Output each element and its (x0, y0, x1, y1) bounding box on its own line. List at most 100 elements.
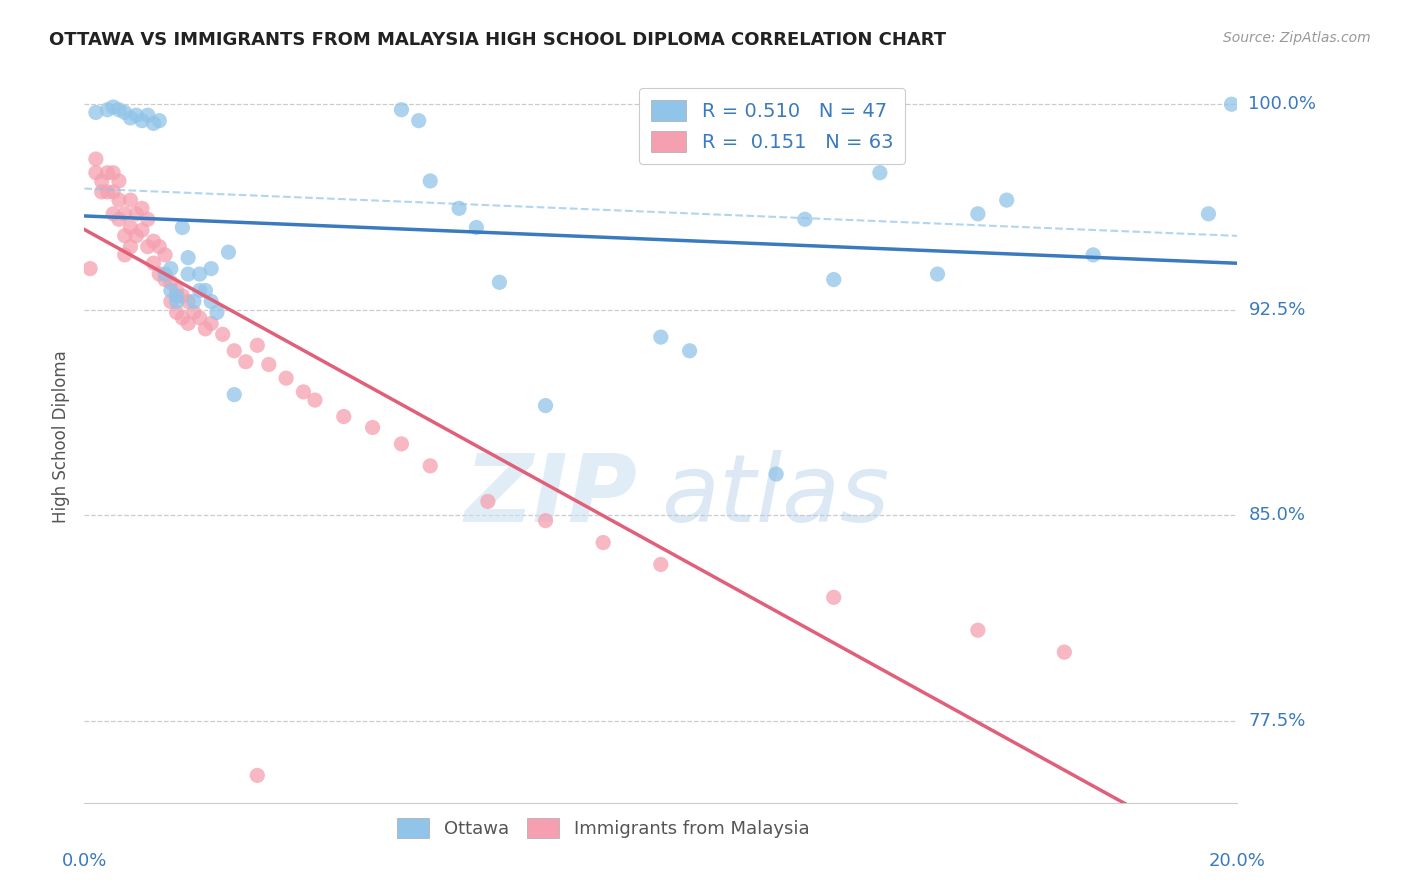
Text: ZIP: ZIP (465, 450, 638, 541)
Point (488, 275, 510, 289)
Point (103, 207, 124, 221)
Point (224, 387, 246, 401)
Point (177, 267, 200, 281)
Point (166, 284, 188, 298)
Point (84, 105, 107, 120)
Point (592, 535, 614, 549)
Point (108, 212, 131, 227)
Point (419, 458, 441, 473)
Point (218, 245, 240, 260)
Point (765, 467, 787, 481)
Text: Source: ZipAtlas.com: Source: ZipAtlas.com (1223, 31, 1371, 45)
Point (114, 207, 136, 221)
Point (131, 202, 153, 216)
Point (148, 240, 170, 254)
Point (125, 207, 148, 221)
Point (172, 220, 194, 235)
Point (534, 399, 557, 413)
Point (166, 289, 188, 303)
Point (166, 305, 188, 319)
Point (534, 514, 557, 528)
Point (153, 272, 176, 286)
Text: 85.0%: 85.0% (1249, 506, 1305, 524)
Point (650, 330, 672, 344)
Point (136, 108, 159, 122)
Legend: Ottawa, Immigrants from Malaysia: Ottawa, Immigrants from Malaysia (389, 811, 817, 845)
Point (276, 371, 298, 385)
Point (794, 212, 817, 227)
Point (967, 624, 990, 638)
Point (869, 166, 891, 180)
Point (108, 174, 131, 188)
Point (131, 113, 153, 128)
Point (136, 212, 159, 227)
Point (292, 384, 315, 399)
Text: 0.0%: 0.0% (62, 852, 107, 870)
Point (160, 284, 183, 298)
Point (449, 202, 471, 216)
Point (166, 294, 188, 309)
Point (125, 108, 148, 122)
Point (200, 317, 222, 331)
Point (823, 272, 845, 286)
Point (200, 261, 222, 276)
Point (142, 234, 165, 248)
Point (967, 207, 990, 221)
Point (114, 228, 136, 243)
Point (84, 166, 107, 180)
Point (235, 355, 257, 369)
Point (96, 185, 118, 199)
Point (224, 343, 246, 358)
Point (679, 343, 702, 358)
Point (1053, 645, 1076, 659)
Point (172, 310, 194, 325)
Point (304, 393, 326, 408)
Point (103, 100, 124, 114)
Point (136, 240, 159, 254)
Point (246, 338, 269, 352)
Point (84, 152, 107, 166)
Point (188, 310, 211, 325)
Point (148, 267, 170, 281)
Point (131, 223, 153, 237)
Point (90, 185, 112, 199)
Point (927, 267, 949, 281)
Point (183, 305, 205, 319)
Point (361, 420, 384, 434)
Point (188, 267, 211, 281)
Point (1083, 248, 1105, 262)
Point (114, 105, 136, 120)
Point (477, 494, 499, 508)
Point (408, 113, 430, 128)
Point (153, 248, 176, 262)
Point (120, 240, 142, 254)
Text: atlas: atlas (661, 450, 889, 541)
Point (183, 294, 205, 309)
Point (114, 248, 136, 262)
Point (142, 116, 165, 130)
Point (194, 322, 217, 336)
Point (96, 103, 118, 117)
Y-axis label: High School Diploma: High School Diploma (52, 351, 70, 524)
Point (1198, 207, 1220, 221)
Text: 20.0%: 20.0% (1209, 852, 1265, 870)
Point (96, 166, 118, 180)
Point (465, 220, 488, 235)
Point (79, 261, 101, 276)
Point (246, 768, 269, 782)
Point (257, 358, 280, 372)
Point (103, 166, 124, 180)
Text: 92.5%: 92.5% (1249, 301, 1306, 318)
Point (172, 289, 194, 303)
Point (125, 228, 148, 243)
Point (194, 284, 217, 298)
Point (142, 256, 165, 270)
Point (108, 193, 131, 207)
Text: OTTAWA VS IMMIGRANTS FROM MALAYSIA HIGH SCHOOL DIPLOMA CORRELATION CHART: OTTAWA VS IMMIGRANTS FROM MALAYSIA HIGH … (49, 31, 946, 49)
Point (995, 193, 1018, 207)
Point (391, 103, 413, 117)
Point (333, 409, 356, 424)
Point (177, 294, 200, 309)
Point (120, 220, 142, 235)
Point (153, 267, 176, 281)
